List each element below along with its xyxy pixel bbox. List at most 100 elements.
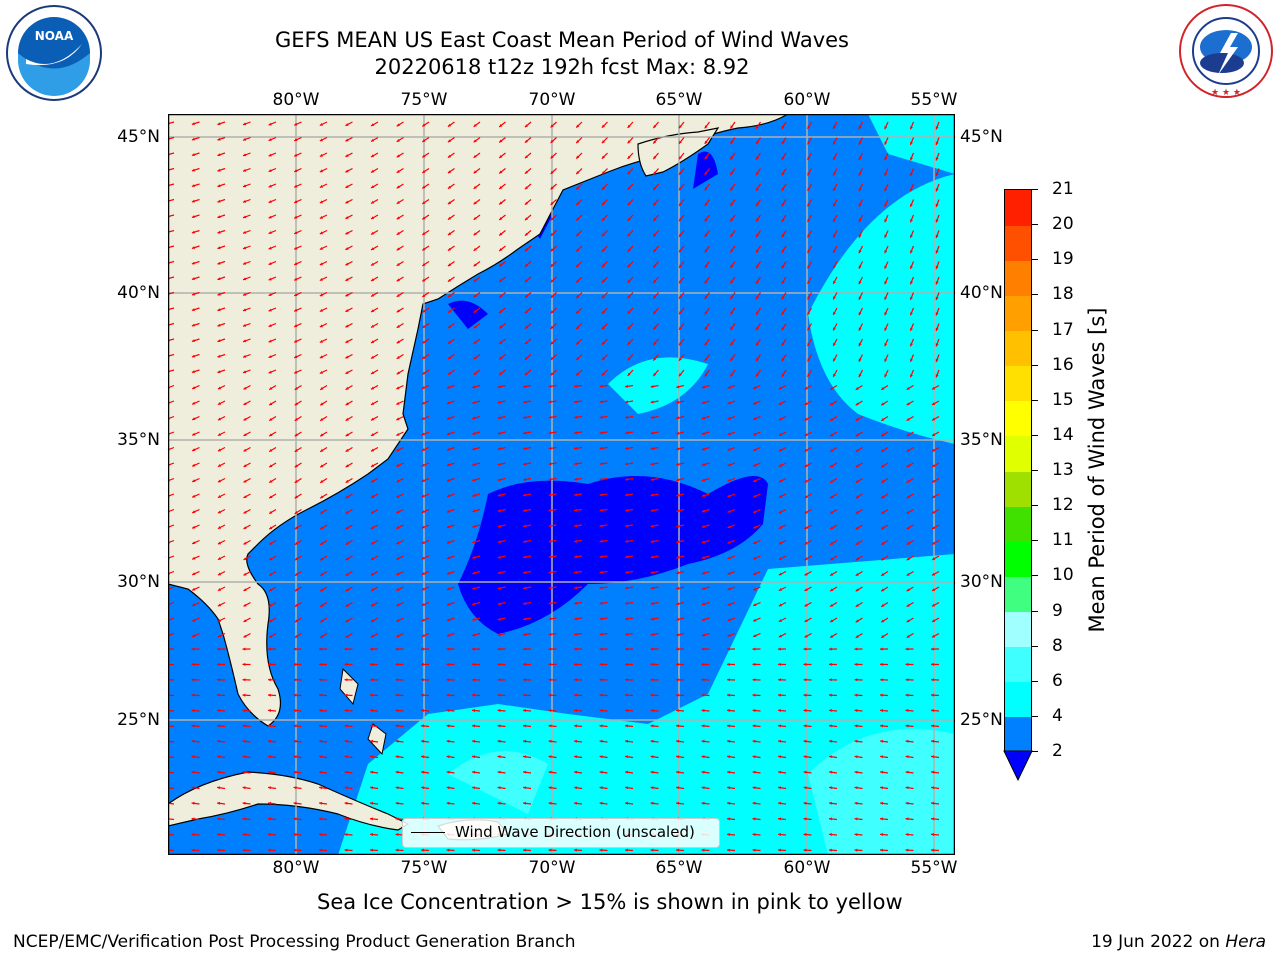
arrow-head xyxy=(905,755,909,759)
arrow-head xyxy=(421,662,424,666)
arrow-head xyxy=(627,186,631,190)
arrow-head xyxy=(268,277,272,281)
arrow-head xyxy=(906,603,910,607)
arrow-head xyxy=(807,327,811,331)
arrow-head xyxy=(599,632,603,636)
arrow-head xyxy=(447,618,451,622)
arrow-head xyxy=(523,786,527,790)
arrow-head xyxy=(548,770,552,774)
arrow-head xyxy=(807,141,811,145)
colorbar-tick-mark xyxy=(1032,540,1038,542)
arrow-head xyxy=(548,709,552,713)
arrow-head xyxy=(217,541,222,545)
arrow-head xyxy=(447,247,452,251)
arrow-head xyxy=(756,141,759,145)
arrow-head xyxy=(778,557,782,560)
arrow-head xyxy=(319,153,323,157)
wind-wave-arrow xyxy=(168,771,175,774)
arrow-head xyxy=(884,219,888,223)
arrow-head xyxy=(858,327,862,331)
arrow-head xyxy=(446,709,450,713)
arrow-head xyxy=(523,602,527,605)
arrow-head xyxy=(781,141,785,145)
lon-label-top: 80°W xyxy=(272,90,320,110)
arrow-head xyxy=(447,401,451,405)
arrow-head xyxy=(625,647,628,651)
arrow-head xyxy=(243,464,247,467)
arrow-head xyxy=(932,479,936,483)
arrow-head xyxy=(473,294,477,298)
arrow-head xyxy=(855,495,859,499)
arrow-head xyxy=(653,217,657,222)
arrow-head xyxy=(730,171,734,175)
arrow-head xyxy=(268,153,272,157)
arrow-head xyxy=(653,171,657,175)
arrow-head xyxy=(679,171,682,175)
arrow-head xyxy=(910,265,913,269)
arrow-head xyxy=(191,801,195,805)
arrow-head xyxy=(473,340,477,344)
arrow-head xyxy=(833,373,836,377)
arrow-head xyxy=(676,755,680,759)
arrow-head xyxy=(880,739,883,743)
arrow-head xyxy=(472,401,476,404)
arrow-head xyxy=(730,357,734,361)
arrow-head xyxy=(701,848,705,852)
arrow-head xyxy=(574,555,578,559)
arrow-head xyxy=(599,617,603,621)
arrow-head xyxy=(574,678,577,682)
arrow-head xyxy=(781,358,785,362)
arrow-head xyxy=(319,801,322,805)
arrow-head xyxy=(884,296,888,300)
arrow-head xyxy=(446,755,450,759)
arrow-head xyxy=(778,541,782,545)
arrow-head xyxy=(345,510,349,514)
arrow-head xyxy=(550,139,554,143)
arrow-head xyxy=(905,662,909,666)
arrow-head xyxy=(803,724,807,728)
arrow-head xyxy=(269,557,273,561)
arrow-head xyxy=(548,462,552,466)
arrow-head xyxy=(625,848,628,852)
arrow-head xyxy=(653,140,657,144)
arrow-head xyxy=(650,770,654,774)
arrow-head xyxy=(422,247,426,251)
arrow-head xyxy=(650,678,654,682)
arrow-head xyxy=(396,340,400,344)
arrow-head xyxy=(370,709,373,713)
arrow-head xyxy=(601,279,605,283)
arrow-head xyxy=(294,246,298,250)
wind-wave-arrow xyxy=(168,787,175,790)
arrow-head xyxy=(906,386,910,390)
arrow-head xyxy=(704,156,708,160)
arrow-head xyxy=(344,693,348,697)
arrow-head xyxy=(627,248,631,252)
arrow-head xyxy=(191,122,195,125)
arrow-head xyxy=(294,433,298,437)
arrow-head xyxy=(778,770,782,774)
arrow-head xyxy=(855,433,859,437)
arrow-head xyxy=(395,770,399,774)
arrow-head xyxy=(829,848,832,852)
arrow-head xyxy=(472,509,476,513)
arrow-head xyxy=(905,693,909,697)
arrow-head xyxy=(523,709,526,713)
colorbar-tick-mark xyxy=(1032,189,1038,190)
arrow-head xyxy=(396,138,400,142)
colorbar-tick-mark xyxy=(1032,645,1038,647)
arrow-head xyxy=(395,833,399,837)
arrow-head xyxy=(854,693,858,697)
arrow-head xyxy=(653,279,657,284)
arrow-head xyxy=(756,296,759,300)
arrow-head xyxy=(753,556,757,560)
arrow-head xyxy=(294,262,298,265)
arrow-head xyxy=(473,139,477,143)
arrow-head xyxy=(268,662,271,666)
arrow-head xyxy=(881,526,885,530)
arrow-head xyxy=(625,508,629,512)
arrow-head xyxy=(421,417,425,420)
arrow-head xyxy=(653,186,657,191)
arrow-head xyxy=(906,464,910,468)
arrow-head xyxy=(243,495,247,498)
arrow-head xyxy=(269,417,273,421)
